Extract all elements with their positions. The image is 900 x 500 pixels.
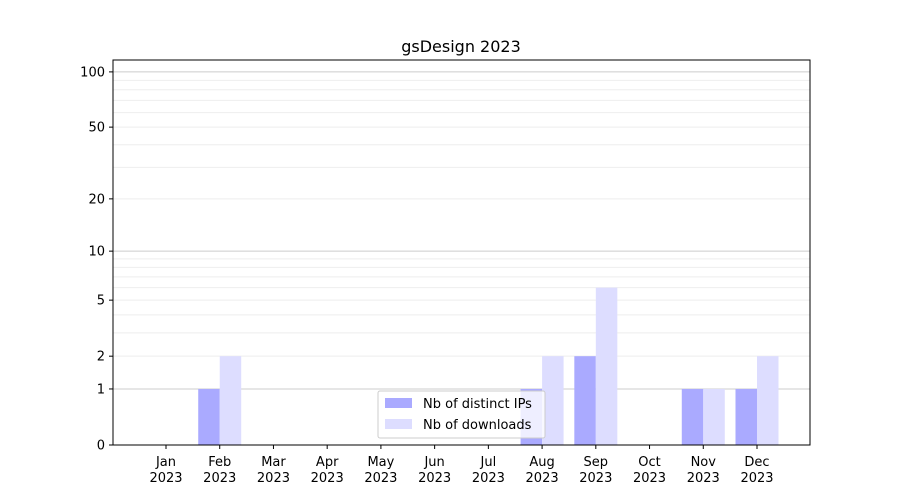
bar-downloads [703,388,725,445]
x-tick-label: Jan 2023 [149,455,182,486]
x-tick-label: Nov 2023 [687,455,720,486]
x-tick-label: Mar 2023 [257,455,290,486]
y-tick-label: 50 [88,121,105,136]
legend-label: Nb of downloads [423,418,532,433]
bar-ips [198,388,220,445]
legend-swatch [385,398,412,408]
bar-downloads [542,356,564,445]
bar-downloads [219,356,242,445]
x-tick-label: Oct 2023 [633,455,666,486]
legend-swatch [385,419,412,429]
y-tick-label: 1 [97,382,105,397]
y-tick-label: 20 [88,192,105,207]
y-tick-label: 2 [97,350,105,365]
bar-ips [735,388,757,445]
bar-downloads [595,287,618,445]
x-tick-label: Apr 2023 [311,455,344,486]
bar-downloads [757,356,779,445]
x-tick-label: May 2023 [364,455,397,486]
chart-title: gsDesign 2023 [401,37,521,56]
legend-box [377,390,546,439]
x-tick-label: Feb 2023 [203,455,236,486]
x-tick-label: Jun 2023 [418,455,451,486]
x-tick-label: Jul 2023 [472,455,505,486]
x-tick-label: Aug 2023 [526,455,559,486]
bar-ips [574,356,596,445]
legend: Nb of distinct IPs Nb of downloads [377,390,546,439]
y-tick-label: 100 [80,65,105,80]
y-tick-label: 5 [97,294,105,309]
x-tick-label: Dec 2023 [740,455,773,486]
plot-frame [112,59,811,446]
y-tick-label: 10 [88,245,105,260]
y-tick-label: 0 [97,439,105,454]
x-tick-label: Sep 2023 [579,455,612,486]
legend-label: Nb of distinct IPs [423,397,532,412]
bar-ips [681,388,704,445]
